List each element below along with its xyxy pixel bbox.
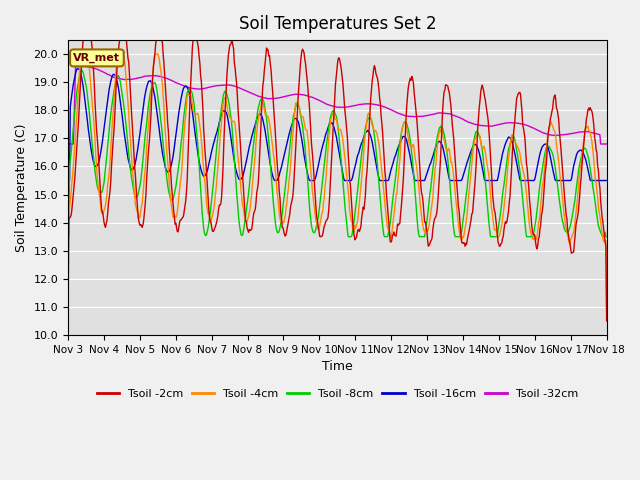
X-axis label: Time: Time [322,360,353,373]
Legend: Tsoil -2cm, Tsoil -4cm, Tsoil -8cm, Tsoil -16cm, Tsoil -32cm: Tsoil -2cm, Tsoil -4cm, Tsoil -8cm, Tsoi… [92,384,582,403]
Text: VR_met: VR_met [74,53,120,63]
Y-axis label: Soil Temperature (C): Soil Temperature (C) [15,123,28,252]
Title: Soil Temperatures Set 2: Soil Temperatures Set 2 [239,15,436,33]
